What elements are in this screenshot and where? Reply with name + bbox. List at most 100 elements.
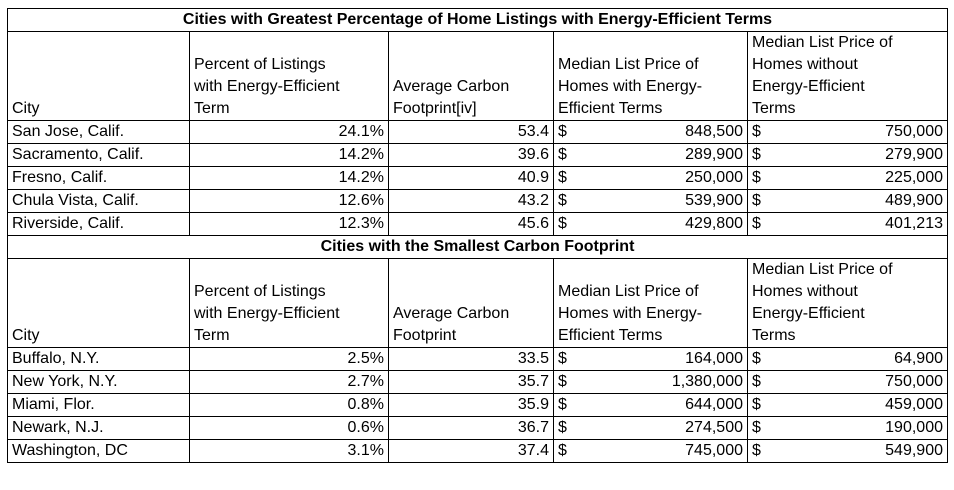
header-city: City <box>7 31 190 121</box>
cell-currency: $ <box>747 143 770 167</box>
cell-currency: $ <box>553 393 576 417</box>
cell-price-with: 1,380,000 <box>575 370 748 394</box>
header-carbon-line: Average Carbon <box>393 305 510 322</box>
header-with-terms-line: Efficient Terms <box>558 327 663 344</box>
listings-table: Cities with Greatest Percentage of Home … <box>7 8 948 463</box>
cell-city: Newark, N.J. <box>7 416 190 440</box>
cell-carbon: 45.6 <box>388 212 554 236</box>
table-row: Washington, DC 3.1% 37.4 $745,000 $549,900 <box>7 439 948 463</box>
cell-carbon: 36.7 <box>388 416 554 440</box>
cell-price-without: 489,900 <box>769 189 948 213</box>
header-carbon-line: Footprint <box>393 327 457 344</box>
table-row: Fresno, Calif. 14.2% 40.9 $250,000 $225,000 <box>7 166 948 190</box>
cell-price-without: 549,900 <box>769 439 948 463</box>
cell-percent: 12.6% <box>189 189 389 213</box>
header-with-terms-line: Median List Price of <box>558 283 699 300</box>
cell-price-with: 429,800 <box>575 212 748 236</box>
cell-currency: $ <box>553 120 576 144</box>
cell-price-with: 644,000 <box>575 393 748 417</box>
cell-carbon: 35.7 <box>388 370 554 394</box>
header-without-terms-line: Energy-Efficient <box>752 305 865 322</box>
cell-currency: $ <box>553 166 576 190</box>
cell-city: Miami, Flor. <box>7 393 190 417</box>
cell-percent: 24.1% <box>189 120 389 144</box>
cell-city: Sacramento, Calif. <box>7 143 190 167</box>
header-percent-line: with Energy-Efficient <box>194 305 340 322</box>
cell-city: Riverside, Calif. <box>7 212 190 236</box>
header-without-terms-line: Homes without <box>752 283 858 300</box>
cell-currency: $ <box>747 212 770 236</box>
cell-percent: 3.1% <box>189 439 389 463</box>
header-without-terms: Median List Price of Homes without Energy-… <box>747 31 948 121</box>
header-percent: Percent of Listings with Energy-Efficient… <box>189 31 389 121</box>
cell-carbon: 40.9 <box>388 166 554 190</box>
cell-currency: $ <box>553 143 576 167</box>
cell-percent: 0.6% <box>189 416 389 440</box>
header-with-terms: Median List Price of Homes with Energy- Ef… <box>553 258 748 348</box>
header-percent-line: Term <box>194 100 230 117</box>
cell-percent: 0.8% <box>189 393 389 417</box>
table-row: Sacramento, Calif. 14.2% 39.6 $289,900 $279,… <box>7 143 948 167</box>
header-with-terms-line: Efficient Terms <box>558 100 663 117</box>
cell-city: New York, N.Y. <box>7 370 190 394</box>
table-row: Newark, N.J. 0.6% 36.7 $274,500 $190,000 <box>7 416 948 440</box>
table-row: Miami, Flor. 0.8% 35.9 $644,000 $459,000 <box>7 393 948 417</box>
cell-currency: $ <box>747 347 770 371</box>
cell-carbon: 39.6 <box>388 143 554 167</box>
header-without-terms-line: Terms <box>752 100 796 117</box>
header-carbon: Average Carbon Footprint[iv] <box>388 31 554 121</box>
cell-city: Fresno, Calif. <box>7 166 190 190</box>
cell-city: Buffalo, N.Y. <box>7 347 190 371</box>
cell-price-with: 250,000 <box>575 166 748 190</box>
cell-price-without: 279,900 <box>769 143 948 167</box>
cell-percent: 2.7% <box>189 370 389 394</box>
header-with-terms: Median List Price of Homes with Energy- Ef… <box>553 31 748 121</box>
cell-percent: 2.5% <box>189 347 389 371</box>
table-row: Riverside, Calif. 12.3% 45.6 $429,800 $401,2… <box>7 212 948 236</box>
header-with-terms-line: Homes with Energy- <box>558 305 703 322</box>
cell-currency: $ <box>553 439 576 463</box>
cell-carbon: 37.4 <box>388 439 554 463</box>
cell-currency: $ <box>747 189 770 213</box>
header-without-terms-line: Terms <box>752 327 796 344</box>
cell-currency: $ <box>747 439 770 463</box>
section-title-row: Cities with the Smallest Carbon Footprin… <box>7 235 948 259</box>
header-without-terms: Median List Price of Homes without Energy-… <box>747 258 948 348</box>
header-with-terms-line: Homes with Energy- <box>558 78 703 95</box>
cell-carbon: 33.5 <box>388 347 554 371</box>
header-percent-line: with Energy-Efficient <box>194 78 340 95</box>
header-with-terms-line: Median List Price of <box>558 56 699 73</box>
header-without-terms-line: Energy-Efficient <box>752 78 865 95</box>
cell-price-without: 64,900 <box>769 347 948 371</box>
cell-currency: $ <box>553 347 576 371</box>
section-title: Cities with Greatest Percentage of Home … <box>7 8 948 32</box>
cell-price-without: 750,000 <box>769 370 948 394</box>
cell-price-with: 164,000 <box>575 347 748 371</box>
cell-percent: 14.2% <box>189 166 389 190</box>
cell-price-without: 750,000 <box>769 120 948 144</box>
header-percent-line: Term <box>194 327 230 344</box>
cell-price-with: 274,500 <box>575 416 748 440</box>
column-header-row: City Percent of Listings with Energy-Effic… <box>7 258 948 348</box>
cell-price-without: 459,000 <box>769 393 948 417</box>
header-percent-line: Percent of Listings <box>194 56 326 73</box>
cell-price-with: 289,900 <box>575 143 748 167</box>
cell-price-with: 848,500 <box>575 120 748 144</box>
cell-price-without: 401,213 <box>769 212 948 236</box>
header-without-terms-line: Median List Price of <box>752 261 893 278</box>
cell-currency: $ <box>553 370 576 394</box>
header-city: City <box>7 258 190 348</box>
header-carbon-line: Average Carbon <box>393 78 510 95</box>
cell-currency: $ <box>747 393 770 417</box>
cell-city: Washington, DC <box>7 439 190 463</box>
cell-percent: 14.2% <box>189 143 389 167</box>
cell-price-with: 539,900 <box>575 189 748 213</box>
cell-city: San Jose, Calif. <box>7 120 190 144</box>
table-row: New York, N.Y. 2.7% 35.7 $1,380,000 $750,000 <box>7 370 948 394</box>
cell-city: Chula Vista, Calif. <box>7 189 190 213</box>
cell-currency: $ <box>747 166 770 190</box>
section-title-row: Cities with Greatest Percentage of Home … <box>7 8 948 32</box>
header-carbon-line: Footprint[iv] <box>393 100 477 117</box>
cell-percent: 12.3% <box>189 212 389 236</box>
header-carbon: Average Carbon Footprint <box>388 258 554 348</box>
